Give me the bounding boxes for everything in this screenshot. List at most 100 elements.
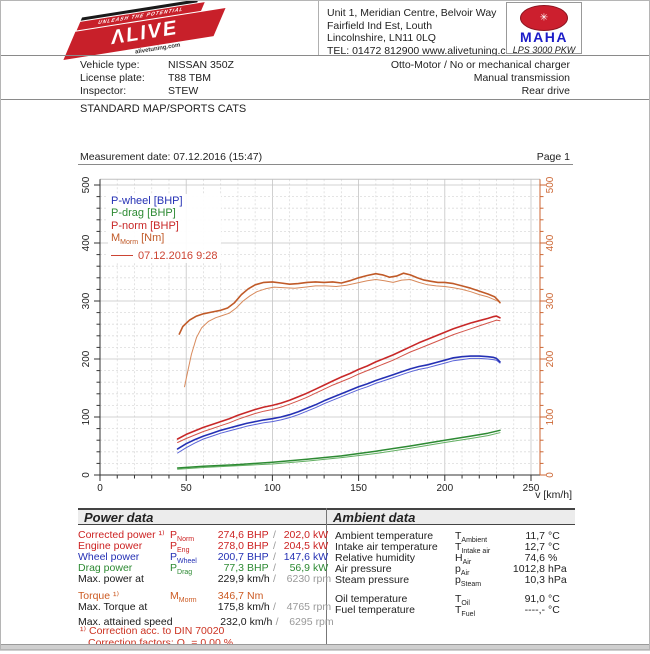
power-row-value: 200,7 [217,551,244,563]
ambient-row-unit: °C [548,530,560,542]
ambient-row-value: 91,0 [524,593,545,605]
ambient-data-header: Ambient data [327,508,575,525]
address-line: Lincolnshire, LN11 0LQ [327,32,436,44]
power-row-unit2: kW [313,562,329,574]
series-M-torque 9:28 run [184,279,501,388]
vehicle-type-value: NISSAN 350Z [168,59,234,71]
symbol-subscript: Air [460,570,470,578]
ambient-row: Oil temperature TOil 91,0 °C [335,593,575,608]
vehicle-rule [0,99,650,100]
dyno-model-label: LPS 3000 PKW [512,45,576,55]
tick-label-y-left: 100 [81,408,92,425]
ambient-row-symbol: TOil [455,593,470,608]
ambient-row-value: 1012,8 [512,563,545,575]
tick-label-y-right: 300 [545,292,556,309]
ambient-row-label: Fuel temperature [335,604,415,616]
power-row: Max. power at 229,9 km/h/ 6230 rpm [78,573,331,585]
address-line: Fairfield Ind Est, Louth [327,19,433,32]
series-P-norm current [176,315,501,440]
tick-label-y-left: 500 [81,176,92,193]
power-row-value2: 6295 [289,616,313,628]
ambient-row: Relative humidity HAir 74,6% [335,552,575,567]
power-row-label: Wheel power [78,551,140,563]
page-number: Page 1 [536,151,570,163]
ambient-row: Steam pressure pSteam 10,3 hPa [335,574,575,589]
ambient-row-unit: hPa [548,563,567,575]
series-P-drag current [176,429,501,469]
power-row: Engine power PEng 278,0 BHP / 204,5 kW [78,540,328,555]
license-plate-value: T88 TBM [168,72,211,84]
power-row-unit2: rpm [313,601,332,613]
tick-label-x: 50 [181,483,193,494]
tick-label-y-right: 100 [545,408,556,425]
tick-label-y-right: 500 [545,176,556,193]
maha-oval-icon [520,5,568,31]
power-row-value: 346,7 [217,590,244,602]
power-row-label: Torque ¹⁾ [78,590,120,602]
ambient-row-label: Relative humidity [335,552,415,564]
power-row: Wheel power PWheel 200,7 BHP / 147,6 kW [78,551,328,566]
inspector-label: Inspector: [80,85,127,97]
symbol-subscript: Morm [178,597,197,605]
power-row-symbol: PWheel [170,551,197,566]
ambient-row: Intake air temperature TIntake air 12,7 °C [335,541,575,556]
tick-label-y-left: 300 [81,292,92,309]
power-row-unit: km/h [247,573,270,585]
legend-subscript: Morm [120,239,139,247]
power-row-symbol: PEng [170,540,190,555]
power-row-value: 77,3 [223,562,244,574]
tick-label-y-right: 200 [545,350,556,367]
address-line: TEL: 01472 812900 www.alivetuning.com [327,44,521,57]
power-row: Max. attained speed 232,0 km/h/ 6295 rpm [78,616,334,628]
maha-logo-box: MAHA LPS 3000 PKW [506,2,582,55]
power-row-label: Drag power [78,562,133,574]
power-row: Torque ¹⁾ MMorm 346,7 Nm [78,590,327,605]
table-divider [326,508,327,645]
symbol-subscript: Drag [177,569,193,577]
power-row-label: Corrected power ¹⁾ [78,529,165,541]
measurement-rule [78,164,573,165]
ambient-data-table: Ambient temperature TAmbient 11,7 °C Intake … [335,530,575,619]
ambient-row-unit: °C [548,604,560,616]
series-P-drag 9:28 run [177,432,501,470]
ambient-row: Fuel temperature TFuel ----,- °C [335,604,575,619]
power-row-unit: km/h [247,601,270,613]
power-row-value2: 4765 [286,601,310,613]
power-row-unit2: rpm [315,616,334,628]
slash: / [273,551,276,563]
power-row-value: 229,9 [217,573,244,585]
ambient-row-value: 74,6 [524,552,545,564]
power-data-header: Power data [78,508,326,525]
vehicle-type-label: Vehicle type: [80,59,140,71]
engine-type-line: Otto-Motor / No or mechanical charger [390,59,570,71]
power-row: Max. Torque at 175,8 km/h/ 4765 rpm [78,601,331,613]
vehicle-info: Vehicle type: NISSAN 350Z License plate: T… [80,59,234,98]
legend-item: P-drag [BHP] [111,207,176,220]
slash: / [273,573,276,585]
ambient-row-value: 12,7 [524,541,545,553]
license-plate-label: License plate: [80,72,145,84]
ambient-row-symbol: TIntake air [455,541,491,556]
power-row-unit: BHP [247,562,269,574]
power-row-symbol: PDrag [170,562,193,577]
ambient-row-label: Steam pressure [335,574,410,586]
x-axis-label: v [km/h] [535,489,572,501]
ambient-row-value: ----,- [524,604,545,616]
power-row-unit2: kW [313,529,329,541]
ambient-row-label: Air pressure [335,563,392,575]
power-row-unit2: kW [313,540,329,552]
symbol-subscript: Fuel [461,611,476,619]
legend-item: P-wheel [BHP] [111,195,183,207]
ambient-row-unit: °C [548,541,560,553]
ambient-row-label: Oil temperature [335,593,408,605]
power-row-value2: 147,6 [283,551,310,563]
symbol-subscript: Eng [177,547,190,555]
power-data-table: Corrected power ¹⁾ PNorm 274,6 BHP/202,0 kW E… [78,529,334,628]
ambient-row-symbol: TAmbient [455,530,488,545]
power-row-unit2: kW [313,551,329,563]
power-row-label: Engine power [78,540,143,552]
header-rule [0,55,650,56]
ambient-row: Ambient temperature TAmbient 11,7 °C [335,530,575,545]
ambient-row-unit: hPa [548,574,567,586]
power-row: Drag power PDrag 77,3 BHP / 56,9 kW [78,562,328,577]
